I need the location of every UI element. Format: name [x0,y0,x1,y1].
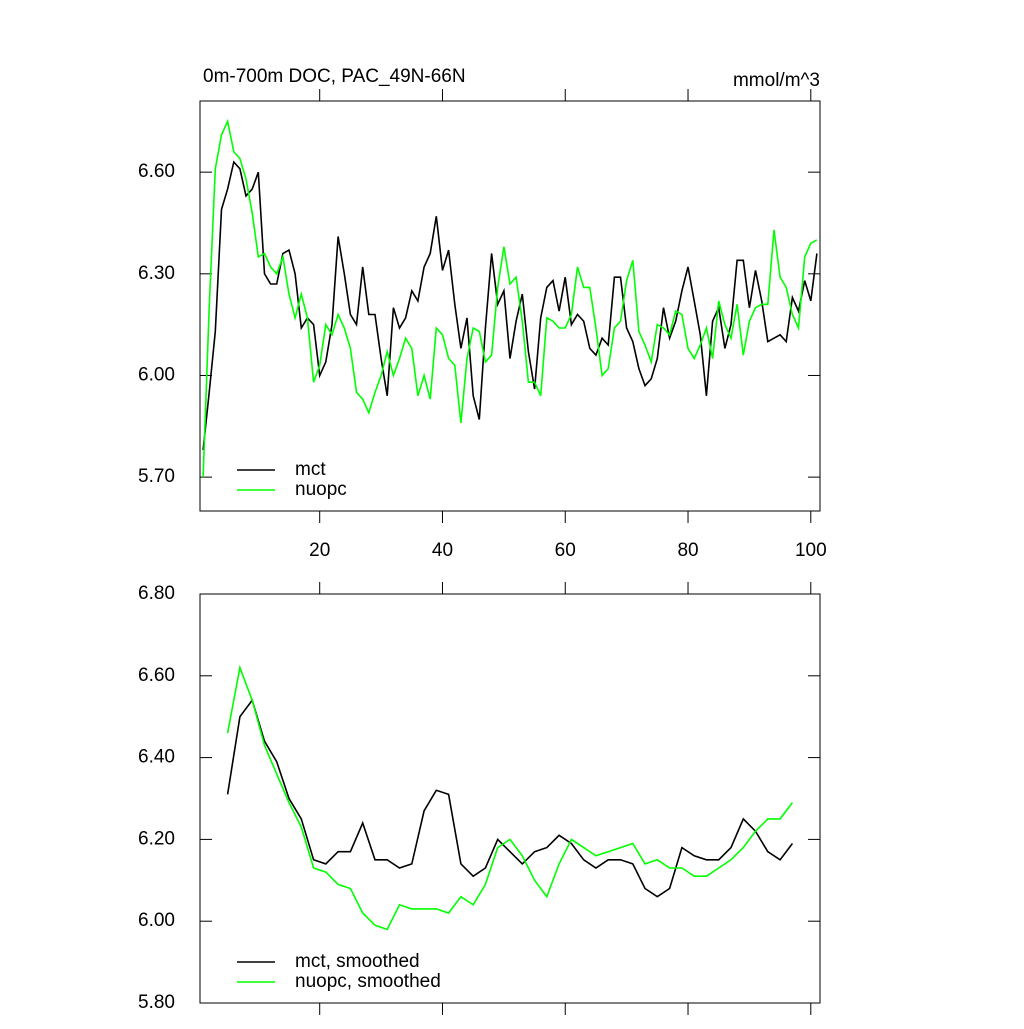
x-tick-label: 40 [432,540,453,561]
legend-label: nuopc [295,479,347,500]
legend-label: nuopc, smoothed [295,971,441,992]
y-tick-label: 6.00 [138,364,175,385]
y-tick-label: 6.00 [138,910,175,931]
x-tick-label: 20 [309,540,330,561]
x-tick-label: 100 [795,540,827,561]
chart-title: 0m-700m DOC, PAC_49N-66N [203,66,466,87]
y-tick-label: 6.60 [138,161,175,182]
x-tick-label: 60 [555,540,576,561]
series-line [202,160,818,451]
y-tick-label: 5.80 [138,992,175,1013]
plot-frame [199,100,821,512]
series-line [226,698,794,898]
y-tick-label: 6.30 [138,263,175,284]
legend-label: mct [295,459,326,480]
y-tick-label: 6.40 [138,747,175,768]
x-tick-label: 80 [677,540,698,561]
y-tick-label: 6.60 [138,665,175,686]
series-line [226,664,794,931]
plot-frame [199,593,821,1004]
y-tick-label: 6.80 [138,583,175,604]
y-tick-label: 6.20 [138,828,175,849]
legend-label: mct, smoothed [295,951,420,972]
y-tick-label: 5.70 [138,466,175,487]
series-line [202,118,818,478]
units-label: mmol/m^3 [733,70,820,91]
